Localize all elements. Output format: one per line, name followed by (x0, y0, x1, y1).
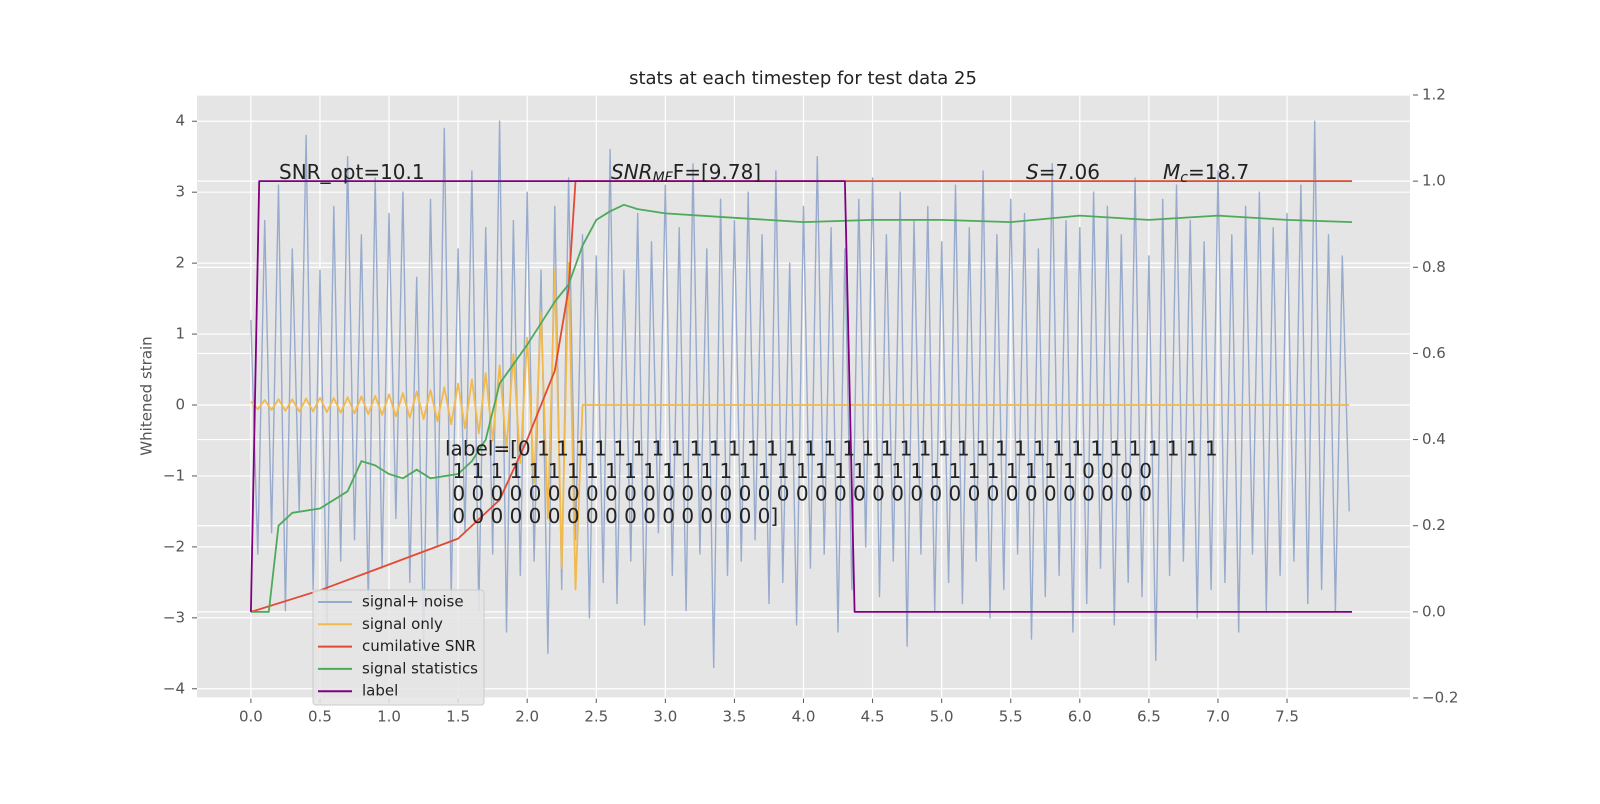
annotation-part: SNR (611, 160, 653, 184)
series-line (250, 180, 1352, 613)
x-tick-label: 3.0 (653, 708, 677, 726)
label-text: label=[0 1 1 1 1 1 1 1 1 1 1 1 1 1 1 1 1… (445, 437, 1218, 461)
label-text: 0 0 0 0 0 0 0 0 0 0 0 0 0 0 0 0 0] (446, 504, 778, 528)
legend-box (312, 589, 485, 706)
y-tick-label: 2 (175, 254, 185, 272)
series-line (250, 120, 1350, 669)
y2-tick-label: 1.2 (1422, 86, 1446, 104)
y2-tick-label: 0.0 (1422, 602, 1446, 620)
y2-tick-label: 0.8 (1422, 258, 1446, 276)
x-tick-label: 3.5 (722, 708, 746, 726)
series-line (250, 203, 1353, 613)
legend-label: cumilative SNR (362, 637, 476, 655)
series-line (250, 180, 1352, 613)
y-tick-label: 0 (175, 396, 185, 414)
y-axis-label: Whitened strain (138, 336, 156, 455)
y-tick-label: −1 (163, 466, 185, 484)
chart-title: stats at each timestep for test data 25 (629, 68, 977, 89)
annotation: Mc=18.7 (1163, 160, 1249, 187)
series-line (250, 262, 1350, 591)
annotation-part: S (1026, 160, 1039, 184)
annotation-part: M (1163, 160, 1180, 184)
y-tick-label: −4 (163, 679, 185, 697)
x-tick-label: 0.5 (308, 708, 332, 726)
y-tick-label: 3 (175, 183, 185, 201)
y-tick-label: 4 (175, 112, 185, 130)
legend-label: label (362, 682, 398, 700)
y2-tick-label: −0.2 (1422, 689, 1458, 707)
x-tick-label: 7.5 (1275, 708, 1299, 726)
y2-tick-label: 1.0 (1422, 172, 1446, 190)
y2-tick-label: 0.2 (1422, 516, 1446, 534)
y-tick-label: −2 (163, 537, 185, 555)
label-text: 0 0 0 0 0 0 0 0 0 0 0 0 0 0 0 0 0 0 0 0 … (446, 482, 1152, 506)
x-tick-label: 5.5 (999, 708, 1023, 726)
x-tick-label: 1.5 (446, 708, 470, 726)
x-tick-label: 1.0 (377, 708, 401, 726)
label-text: 1 1 1 1 1 1 1 1 1 1 1 1 1 1 1 1 1 1 1 1 … (446, 459, 1152, 483)
y2-tick-label: 0.4 (1422, 430, 1446, 448)
x-tick-label: 5.0 (930, 708, 954, 726)
y2-tick-label: 0.6 (1422, 344, 1446, 362)
x-tick-label: 2.0 (515, 708, 539, 726)
annotation: S=7.06 (1026, 160, 1100, 184)
legend-label: signal only (362, 615, 443, 633)
annotation-part: c (1180, 170, 1188, 186)
y-tick-label: −3 (163, 608, 185, 626)
x-tick-label: 7.0 (1206, 708, 1230, 726)
annotation-part: MF (653, 170, 674, 186)
annotation-part: SNR_opt=10.1 (279, 160, 425, 184)
x-tick-label: 0.0 (239, 708, 263, 726)
y-tick-label: 1 (175, 325, 185, 343)
legend-label: signal+ noise (362, 593, 464, 611)
x-tick-label: 4.0 (792, 708, 816, 726)
x-tick-label: 4.5 (861, 708, 885, 726)
annotation: SNR_opt=10.1 (279, 160, 425, 184)
annotation-part: =18.7 (1188, 160, 1249, 184)
x-tick-label: 2.5 (584, 708, 608, 726)
x-tick-label: 6.0 (1068, 708, 1092, 726)
x-tick-label: 6.5 (1137, 708, 1161, 726)
legend-label: signal statistics (362, 659, 478, 677)
annotation-part: =7.06 (1039, 160, 1100, 184)
annotation: SNRMFF=[9.78] (611, 160, 761, 187)
annotation-part: F=[9.78] (673, 160, 761, 184)
